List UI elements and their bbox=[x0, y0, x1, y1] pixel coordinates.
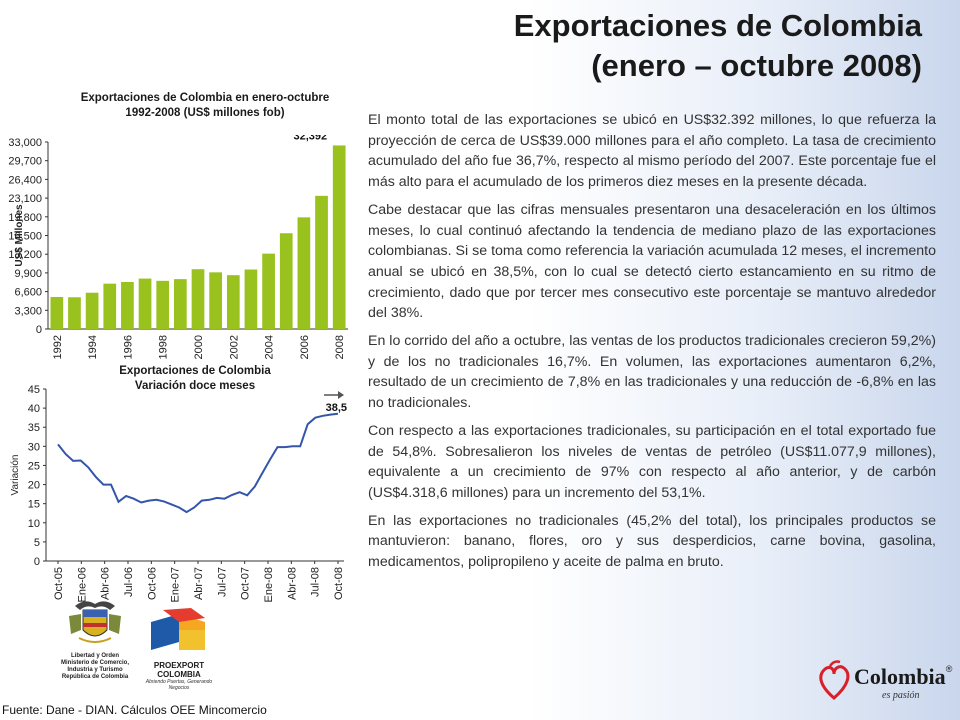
bar-y-tick-label: 0 bbox=[36, 324, 42, 336]
bar-1995 bbox=[103, 283, 117, 329]
bar-x-tick-label: 1994 bbox=[87, 335, 99, 359]
title-line-1: Exportaciones de Colombia bbox=[513, 8, 922, 43]
proexport-name-2: COLOMBIA bbox=[157, 670, 201, 679]
line-x-tick-label: Ene-08 bbox=[263, 567, 275, 602]
title-line-2: (enero – octubre 2008) bbox=[591, 48, 922, 83]
ministry-name-2: Industria y Turismo bbox=[67, 667, 123, 673]
coat-of-arms-icon bbox=[69, 601, 121, 643]
line-chart-title: Exportaciones de Colombia Variación doce… bbox=[119, 365, 271, 392]
bar-x-tick-label: 2002 bbox=[228, 335, 240, 359]
colombia-brand-logo: Colombia® es pasión bbox=[816, 658, 952, 708]
bar-x-tick-label: 2004 bbox=[264, 335, 276, 359]
paragraph-3: En lo corrido del año a octubre, las ven… bbox=[368, 333, 936, 412]
line-x-tick-label: Jul-08 bbox=[310, 567, 322, 597]
brand-registered-mark: ® bbox=[945, 664, 953, 674]
line-y-tick-label: 35 bbox=[28, 422, 40, 434]
bar-y-tick-label: 23,100 bbox=[8, 193, 42, 205]
bar-1997 bbox=[138, 278, 152, 329]
bar-x-tick-label: 2006 bbox=[299, 335, 311, 359]
paragraph-2: Cabe destacar que las cifras mensuales p… bbox=[368, 201, 936, 322]
ministry-motto: Libertad y Orden bbox=[70, 653, 119, 659]
ministry-name-1: Ministerio de Comercio, bbox=[60, 660, 129, 666]
bar-chart: 0 3,300 6,600 9,900 13,200 16,500 19,800 23,100… bbox=[8, 135, 348, 359]
bar-y-tick-label: 9,900 bbox=[14, 268, 42, 280]
bar-x-tick-label: 1996 bbox=[122, 335, 134, 359]
line-x-tick-label: Oct-05 bbox=[53, 567, 65, 600]
heart-brand-icon bbox=[819, 660, 850, 700]
line-annotation: 38,5 bbox=[326, 402, 347, 414]
bar-1994 bbox=[85, 292, 99, 329]
line-x-tick-label: Jul-07 bbox=[216, 567, 228, 597]
bar-2000 bbox=[191, 269, 205, 329]
bar-y-tick-label: 26,400 bbox=[8, 174, 42, 186]
bar-1993 bbox=[68, 297, 81, 329]
brand-word: Colombia bbox=[854, 664, 946, 689]
bar-1999 bbox=[174, 279, 187, 329]
line-chart: 0 5 10 15 20 25 30 35 40 45 Oct-05 Ene-06 Abr-06 Jul-… bbox=[10, 384, 347, 602]
line-x-tick-label: Oct-08 bbox=[333, 567, 345, 600]
ministry-logo: Libertad y Orden Ministerio de Comercio,… bbox=[55, 596, 135, 681]
line-y-tick-label: 30 bbox=[28, 441, 40, 453]
proexport-tagline: Abriendo Puertas, Generando Negocios bbox=[145, 679, 213, 691]
bar-2001 bbox=[209, 272, 222, 329]
line-x-tick-label: Abr-07 bbox=[193, 567, 205, 600]
line-y-tick-label: 10 bbox=[28, 518, 40, 530]
bar-y-tick-label: 13,200 bbox=[8, 249, 42, 261]
line-x-tick-label: Oct-06 bbox=[146, 567, 158, 600]
bar-y-axis-label: US$ Millones bbox=[14, 204, 25, 267]
line-annotation-arrowhead bbox=[338, 391, 344, 399]
line-y-tick-label: 20 bbox=[28, 480, 40, 492]
bar-y-tick-label: 33,000 bbox=[8, 137, 42, 149]
paragraph-4: Con respecto a las exportaciones tradici… bbox=[368, 422, 936, 501]
bar-y-tick-label: 19,800 bbox=[8, 212, 42, 224]
line-x-tick-label: Ene-06 bbox=[76, 567, 88, 602]
bar-y-tick-label: 3,300 bbox=[14, 305, 42, 317]
bar-2007 bbox=[315, 195, 328, 329]
ministry-name-3: República de Colombia bbox=[61, 674, 129, 680]
paragraph-1: El monto total de las exportaciones se u… bbox=[368, 112, 936, 191]
bar-2004 bbox=[262, 253, 275, 329]
line-y-axis-label: Variación bbox=[10, 455, 21, 496]
bar-2008 bbox=[332, 145, 346, 329]
bar-1996 bbox=[121, 281, 134, 329]
line-series bbox=[57, 412, 339, 514]
bar-2002 bbox=[226, 275, 240, 329]
bar-annotation: 32,392 bbox=[294, 135, 328, 142]
bar-1992 bbox=[50, 296, 64, 329]
bar-x-tick-label: 2000 bbox=[193, 335, 205, 359]
proexport-name-1: PROEXPORT bbox=[153, 661, 205, 670]
line-x-tick-label: Abr-06 bbox=[100, 567, 112, 600]
line-y-tick-label: 15 bbox=[28, 499, 40, 511]
body-text: El monto total de las exportaciones se u… bbox=[368, 110, 936, 580]
bar-y-tick-label: 6,600 bbox=[14, 287, 42, 299]
bar-y-tick-label: 29,700 bbox=[8, 156, 42, 168]
page-title: Exportaciones de Colombia (enero – octub… bbox=[514, 6, 922, 86]
line-x-tick-label: Jul-06 bbox=[123, 567, 135, 597]
bar-x-tick-label: 2008 bbox=[334, 335, 346, 359]
line-y-tick-label: 5 bbox=[34, 537, 40, 549]
source-note: Fuente: Dane - DIAN. Cálculos OEE Mincom… bbox=[2, 703, 267, 717]
bar-2005 bbox=[279, 233, 293, 329]
line-x-tick-label: Ene-07 bbox=[170, 567, 182, 602]
proexport-cube-icon bbox=[151, 608, 205, 650]
line-y-tick-label: 45 bbox=[28, 384, 40, 396]
line-x-tick-label: Abr-08 bbox=[286, 567, 298, 600]
brand-tagline: es pasión bbox=[882, 690, 920, 701]
proexport-logo: PROEXPORT COLOMBIA Abriendo Puertas, Gen… bbox=[143, 608, 215, 691]
bar-x-tick-label: 1992 bbox=[52, 335, 64, 359]
line-x-tick-label: Oct-07 bbox=[240, 567, 252, 600]
paragraph-5: En las exportaciones no tradicionales (4… bbox=[368, 512, 936, 571]
line-y-tick-label: 0 bbox=[34, 556, 40, 568]
bar-2006 bbox=[297, 217, 311, 329]
line-y-tick-label: 40 bbox=[28, 403, 40, 415]
bar-2003 bbox=[244, 269, 258, 329]
bar-1998 bbox=[156, 280, 170, 329]
bar-x-tick-label: 1998 bbox=[158, 335, 170, 359]
bar-y-tick-label: 16,500 bbox=[8, 231, 42, 243]
bar-chart-title: Exportaciones de Colombia en enero-octub… bbox=[80, 92, 330, 119]
line-y-tick-label: 25 bbox=[28, 460, 40, 472]
